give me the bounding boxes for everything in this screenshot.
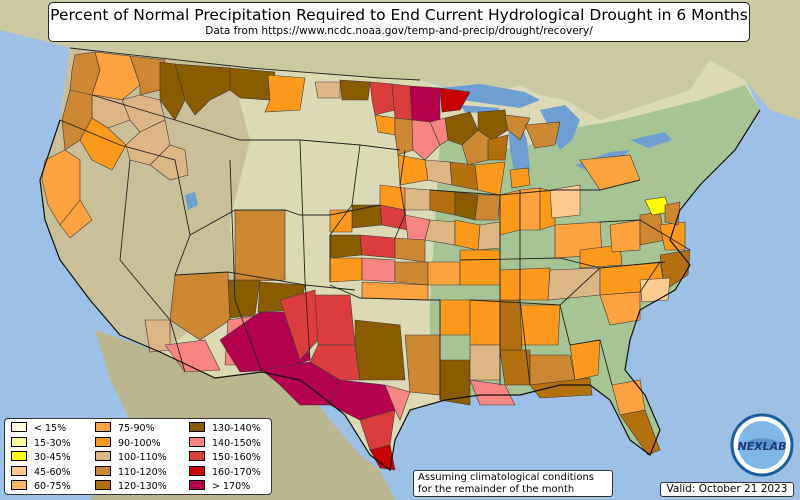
legend-swatch [189,451,205,461]
legend-label: 90-100% [118,437,161,449]
assumption-note-line2: for the remainder of the month [418,484,575,495]
legend-swatch [189,422,205,432]
us-coastline [39,109,761,472]
legend-label: 100-110% [118,452,167,463]
legend-item: 30-45% [11,451,71,463]
legend-swatch [189,465,205,476]
legend-swatch [189,436,205,447]
legend-label: 140-150% [212,437,261,449]
legend-label: 120-130% [118,481,167,492]
legend-swatch [11,436,27,447]
legend-item: < 15% [11,422,66,434]
legend-swatch [189,480,205,490]
drought-regions [41,51,691,471]
map-subtitle: Data from https://www.ncdc.noaa.gov/temp… [205,25,593,37]
legend-label: > 170% [212,481,251,492]
legend-swatch [95,422,111,432]
legend-swatch [11,465,27,476]
assumption-note-line1: Assuming climatological conditions [418,472,594,483]
legend-item: 45-60% [11,465,71,478]
nexlab-logo-icon: NEXLAB [730,413,794,477]
legend-swatch [11,451,27,461]
svg-text:NEXLAB: NEXLAB [737,440,786,453]
legend-label: 45-60% [34,466,71,478]
legend-swatch [11,480,27,490]
legend-label: 15-30% [34,437,71,449]
legend-label: 160-170% [212,466,261,478]
legend-item: 150-160% [189,451,261,463]
legend-label: 130-140% [212,423,261,434]
legend-item: 160-170% [189,465,261,478]
baja-land [95,330,160,425]
legend-item: > 170% [189,480,250,492]
legend-label: 60-75% [34,481,71,492]
legend-item: 140-150% [189,436,261,449]
map-title: Percent of Normal Precipitation Required… [50,6,748,24]
legend-label: 30-45% [34,452,71,463]
legend-item: 75-90% [95,422,155,434]
legend-item: 90-100% [95,436,161,449]
legend-item: 130-140% [189,422,261,434]
legend-swatch [11,422,27,432]
legend-swatch [95,465,111,476]
legend-label: 150-160% [212,452,261,463]
great-salt-lake [185,192,198,210]
valid-date: Valid: October 21 2023 [660,482,794,497]
great-lakes [440,84,672,182]
assumption-note: Assuming climatological conditions for t… [413,470,613,497]
legend-swatch [95,451,111,461]
legend-item: 100-110% [95,451,167,463]
legend-label: 110-120% [118,466,167,478]
legend-swatch [95,480,111,490]
legend-label: < 15% [34,423,67,434]
legend-item: 110-120% [95,465,167,478]
legend-label: 75-90% [118,423,155,434]
legend-item: 120-130% [95,480,167,492]
legend: < 15% 15-30% 30-45% 45-60% 60-75% 75-90% 90-10… [4,418,272,495]
state-borders [59,47,691,400]
title-box: Percent of Normal Precipitation Required… [48,2,750,42]
legend-swatch [95,436,111,447]
legend-item: 60-75% [11,480,71,492]
legend-item: 15-30% [11,436,71,449]
